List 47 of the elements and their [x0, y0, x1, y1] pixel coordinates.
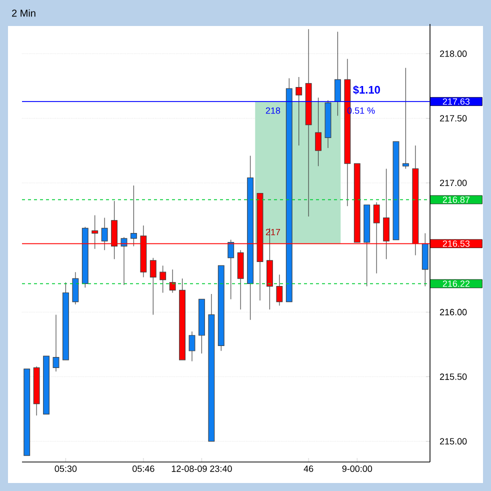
candlestick — [392, 141, 400, 240]
candlestick — [334, 31, 341, 116]
candlestick — [286, 78, 292, 302]
candlestick — [276, 274, 283, 306]
candlestick — [237, 250, 244, 310]
candlestick — [296, 76, 302, 146]
y-tick-label: 215.00 — [440, 438, 467, 445]
chart-title: 2 Min — [12, 9, 36, 17]
candlestick — [198, 298, 205, 354]
candlestick — [43, 356, 50, 414]
y-tick-label: 216.00 — [440, 308, 467, 316]
candlestick — [422, 233, 428, 287]
candlestick — [218, 265, 224, 352]
annotation: 218 — [266, 107, 280, 114]
candlestick — [24, 368, 30, 456]
x-tick-label: 12-08-09 23:40 — [172, 466, 232, 472]
x-tick-label: 9-00:00 — [342, 466, 372, 472]
candlestick — [101, 218, 108, 250]
candlestick — [364, 204, 370, 287]
candlestick — [402, 68, 409, 170]
y-tick-label: 217.00 — [440, 180, 467, 186]
candlestick — [150, 258, 156, 316]
ref-line-label: 217.63 — [442, 98, 470, 105]
candlestick — [33, 366, 40, 416]
y-tick-label: 218.00 — [440, 50, 467, 57]
candlestick — [169, 269, 176, 294]
candlestick — [247, 155, 254, 320]
candlestick — [179, 278, 186, 360]
candlestick — [72, 272, 79, 305]
x-tick-label: 05:30 — [54, 466, 77, 472]
x-tick-label: 05:46 — [132, 466, 154, 472]
candlestick — [62, 282, 69, 360]
y-tick-label: 217.50 — [440, 115, 467, 122]
candlestick — [82, 226, 88, 288]
candlestick — [130, 185, 137, 247]
candlestick — [52, 314, 60, 372]
ref-line-label: 216.87 — [442, 196, 470, 203]
candlestick — [208, 294, 215, 442]
ref-line-label: 216.22 — [442, 280, 470, 287]
candlestick — [315, 97, 322, 166]
candlestick — [188, 331, 196, 362]
candlestick — [324, 100, 332, 148]
x-tick-label: 46 — [304, 466, 314, 472]
annotation: $1.10 — [353, 85, 380, 94]
y-tick-label: 215.50 — [440, 374, 467, 380]
candlestick — [160, 265, 166, 294]
ref-line-label: 216.53 — [442, 240, 470, 247]
